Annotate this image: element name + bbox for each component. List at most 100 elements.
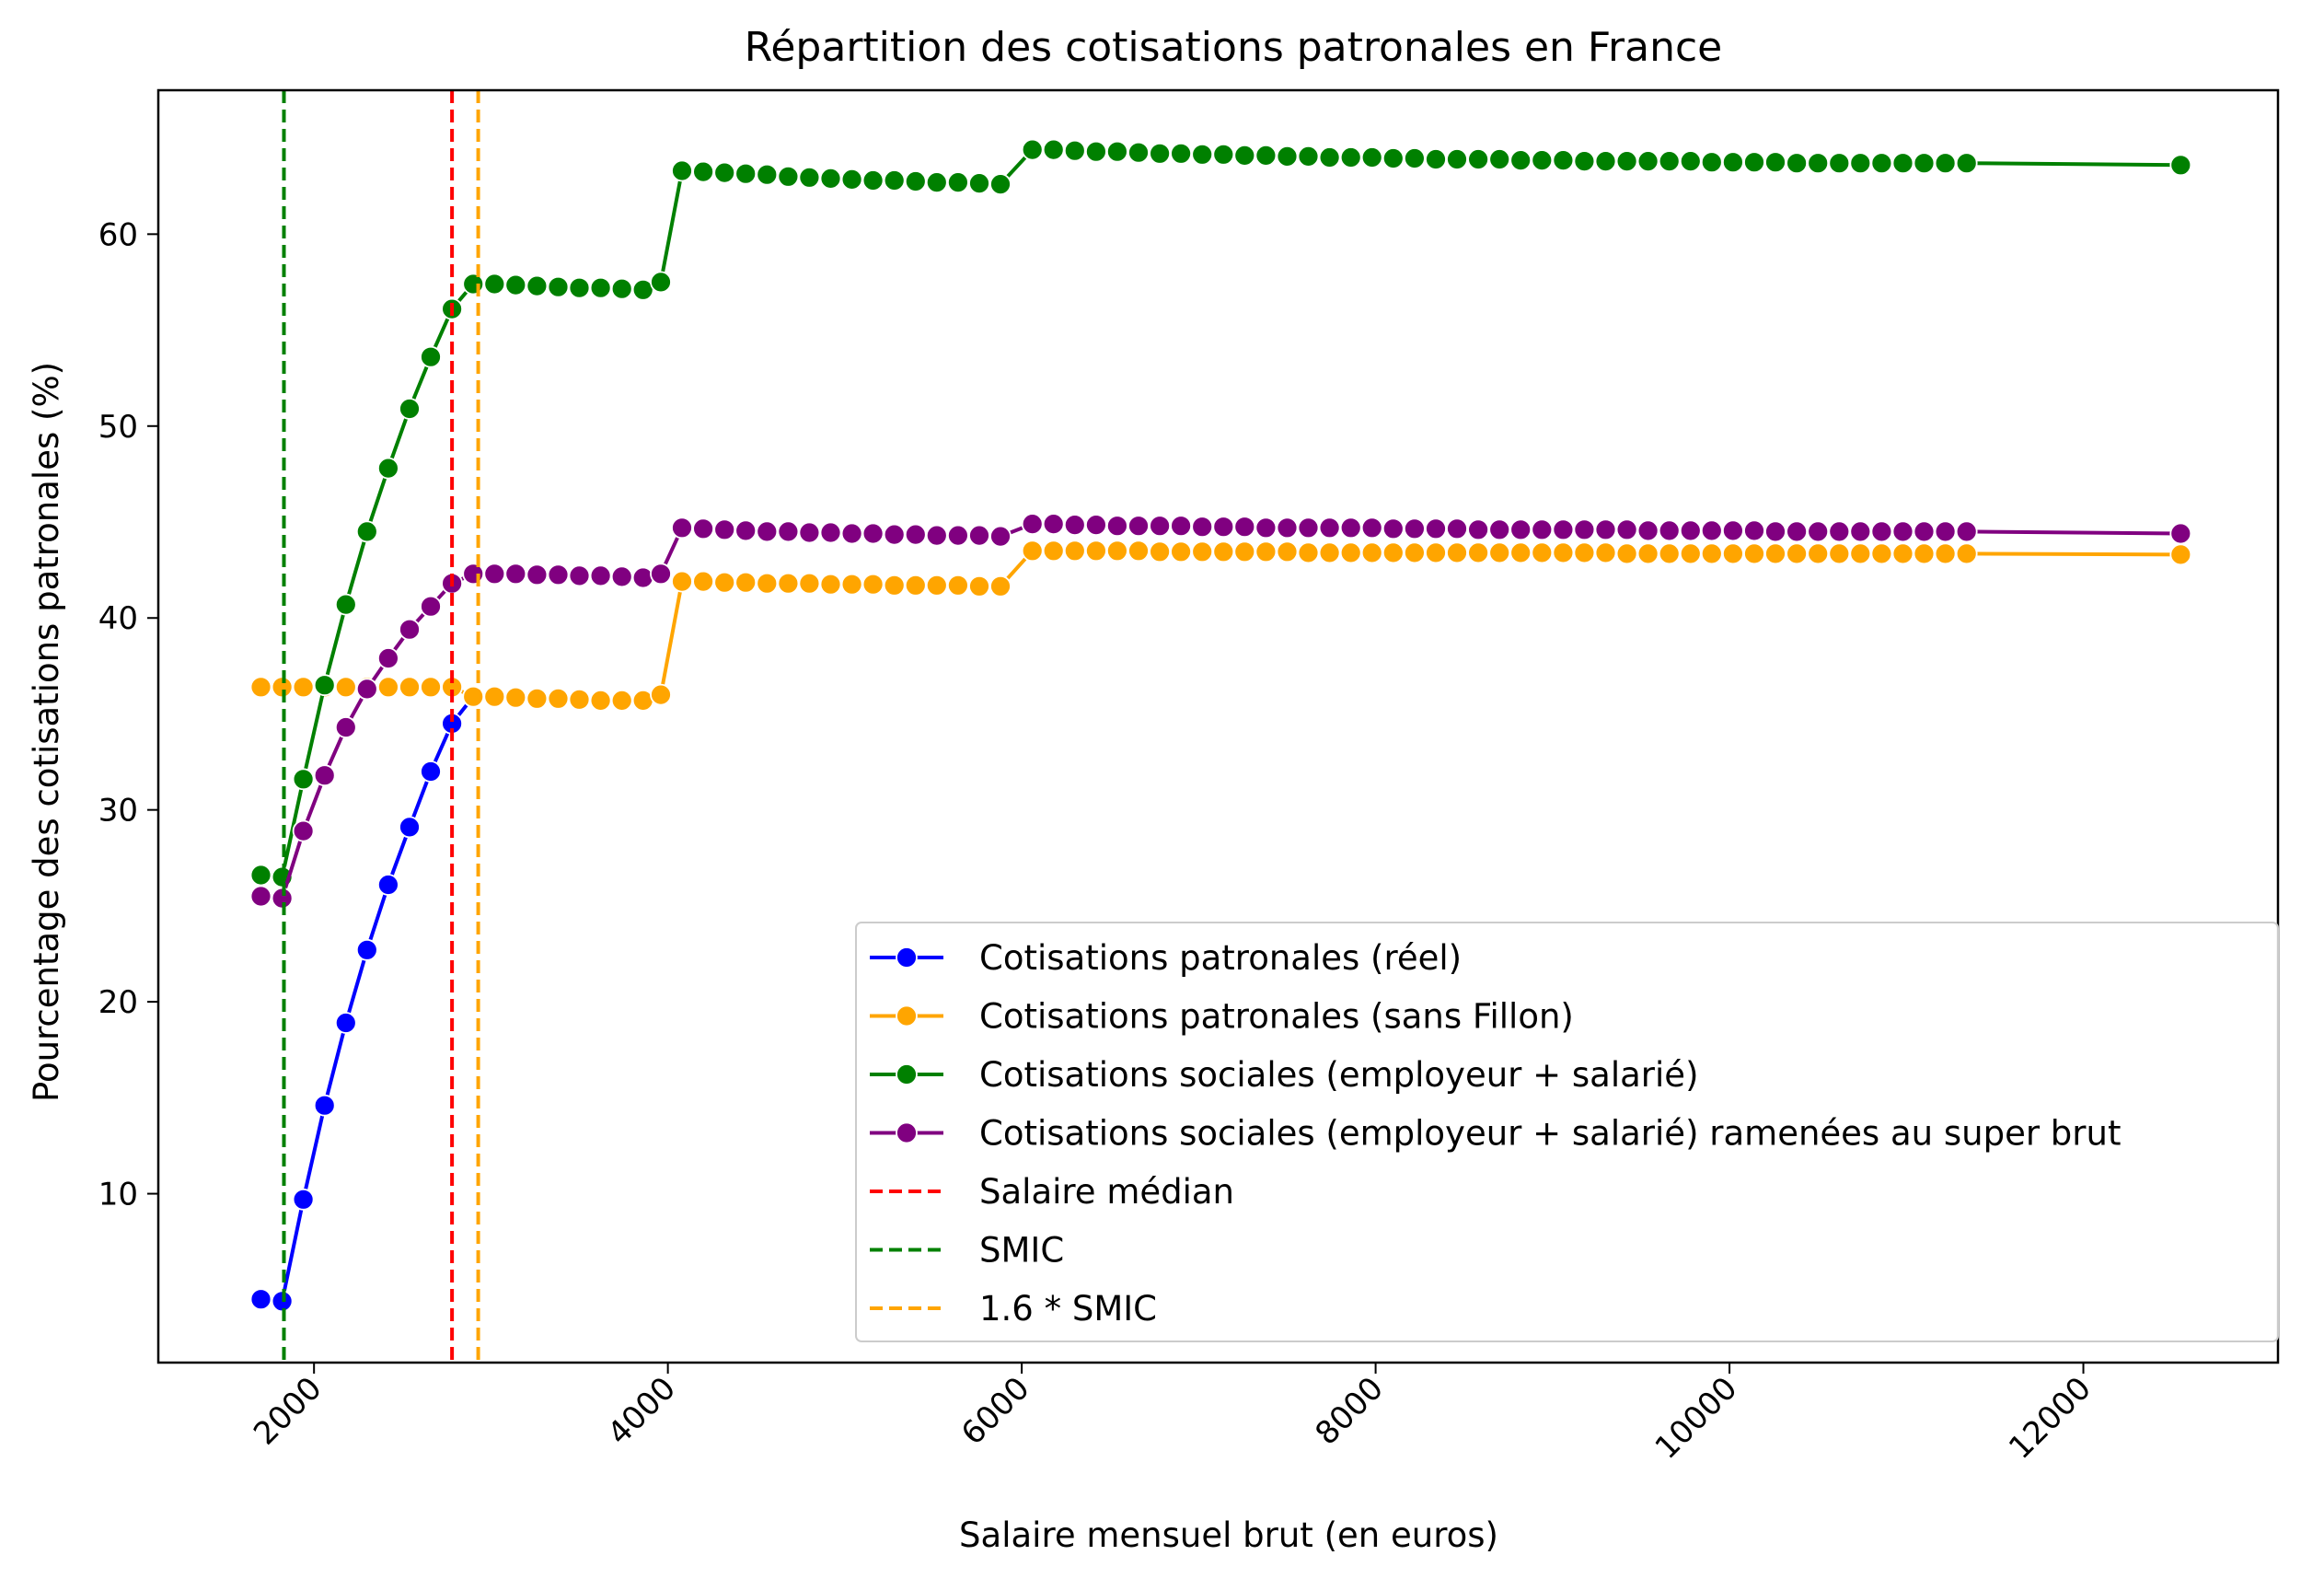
plot-series-group <box>249 90 2192 1363</box>
series-2-point <box>376 676 399 699</box>
series-2-point <box>989 574 1012 598</box>
series-2-point <box>947 574 969 597</box>
series-4-point <box>756 520 779 543</box>
series-4-point <box>1807 520 1830 543</box>
series-4-point <box>568 564 591 587</box>
series-3-point <box>1063 139 1086 162</box>
series-3-point <box>650 271 672 294</box>
series-4-point <box>504 563 527 586</box>
series-3-point <box>1106 140 1128 163</box>
series-2-point <box>1870 542 1893 565</box>
series-2-point <box>1509 541 1532 564</box>
series-3-point <box>840 168 863 191</box>
legend-entry: Cotisations patronales (réel) <box>870 938 1462 978</box>
legend-label: Cotisations patronales (sans Fillon) <box>979 997 1574 1037</box>
legend-label: Cotisations sociales (employeur + salari… <box>979 1114 2121 1154</box>
series-4-point <box>610 565 633 588</box>
series-2-point <box>1573 541 1596 564</box>
series-4-point <box>631 566 654 589</box>
series-4-point <box>1913 520 1936 543</box>
series-3-point <box>1552 149 1575 172</box>
series-2-point <box>249 676 272 699</box>
series-2-point <box>399 676 421 699</box>
series-4-point <box>1063 514 1086 536</box>
series-4-point <box>734 519 757 542</box>
series-4-point <box>1021 513 1044 535</box>
legend-label: SMIC <box>979 1231 1064 1271</box>
series-4-point <box>819 521 842 544</box>
series-2-point <box>589 690 612 712</box>
series-2-point <box>1127 540 1150 563</box>
series-3-point <box>313 674 336 697</box>
series-4-point <box>1382 517 1405 540</box>
series-3-point <box>1191 143 1214 166</box>
series-3-point <box>610 277 633 300</box>
series-4-point <box>1743 519 1765 542</box>
series-4-point <box>1233 516 1256 539</box>
series-2-point <box>1276 540 1299 563</box>
series-3-point <box>1679 150 1702 173</box>
series-4-point <box>1615 518 1638 541</box>
series-4-point <box>526 563 549 586</box>
series-4-point <box>1318 516 1341 540</box>
series-2-point <box>1743 542 1765 565</box>
series-2-point <box>1360 541 1383 564</box>
series-3-point <box>1382 147 1405 169</box>
series-2-point <box>1828 542 1851 565</box>
series-3-point <box>1085 140 1107 163</box>
y-tick-label: 40 <box>98 600 138 637</box>
series-4-point <box>1531 518 1554 541</box>
series-3 <box>249 138 2192 888</box>
series-3-point <box>1042 138 1065 161</box>
series-2-point <box>1106 540 1128 563</box>
plot-frame <box>156 88 2280 1364</box>
legend-label: Cotisations sociales (employeur + salari… <box>979 1055 1699 1095</box>
series-3-point <box>1446 148 1468 170</box>
series-4-point <box>1658 519 1681 542</box>
series-3-point <box>947 171 969 194</box>
series-3-point <box>1807 152 1830 175</box>
series-3-point <box>1233 144 1256 167</box>
series-3-point <box>420 345 442 368</box>
series-3-point <box>734 162 757 185</box>
legend-entry: Cotisations patronales (sans Fillon) <box>870 997 1574 1037</box>
series-4-point <box>925 524 948 547</box>
series-4-point <box>1404 517 1426 540</box>
series-3-point <box>861 169 885 191</box>
y-axis-label: Pourcentage des cotisations patronales (… <box>27 362 66 1102</box>
series-4-point <box>1446 517 1468 540</box>
legend-label: Cotisations patronales (réel) <box>979 938 1462 978</box>
legend-label: 1.6 * SMIC <box>979 1289 1157 1329</box>
series-3-point <box>1488 148 1511 170</box>
series-2-point <box>1531 541 1554 564</box>
series-3-point <box>483 273 506 296</box>
series-4-point <box>1764 520 1786 543</box>
y-tick-label: 50 <box>98 409 138 446</box>
series-3-point <box>1891 152 1914 175</box>
series-3-point <box>713 161 736 184</box>
series-2-point <box>798 572 821 595</box>
series-2-point <box>1085 540 1107 563</box>
series-3-point <box>1170 142 1192 165</box>
series-2-point <box>1254 540 1278 563</box>
series-1-point <box>420 760 442 783</box>
series-3-point <box>568 276 591 299</box>
series-1 <box>249 685 485 1313</box>
series-3-point <box>1360 146 1383 168</box>
series-2-point <box>1297 541 1320 564</box>
series-4-point <box>1488 518 1511 541</box>
series-4-point <box>1594 518 1617 541</box>
series-3-point <box>1531 149 1554 172</box>
series-4-point <box>1360 516 1383 540</box>
series-4-point <box>2169 522 2192 545</box>
series-2-point <box>1191 540 1214 563</box>
series-3-point <box>1509 149 1532 172</box>
series-4-point <box>798 521 821 544</box>
series-2-point <box>861 573 885 596</box>
series-2-point <box>1700 542 1723 565</box>
series-2-point <box>1021 540 1044 563</box>
series-4-point <box>1828 520 1851 543</box>
